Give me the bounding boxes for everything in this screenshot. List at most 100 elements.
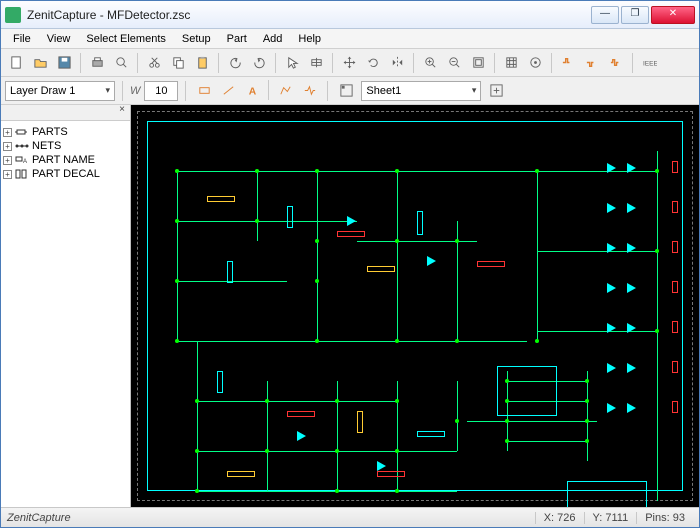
expand-icon[interactable]: + bbox=[3, 170, 12, 179]
parts-icon bbox=[15, 126, 29, 138]
trace bbox=[657, 151, 658, 501]
tree-item-parts[interactable]: + PARTS bbox=[3, 125, 128, 139]
add-part-icon[interactable] bbox=[305, 52, 327, 74]
net-node bbox=[395, 399, 399, 403]
net-node bbox=[655, 249, 659, 253]
trace bbox=[197, 341, 198, 491]
component bbox=[672, 201, 678, 213]
tree-item-nets[interactable]: + NETS bbox=[3, 139, 128, 153]
text-icon[interactable]: A bbox=[241, 80, 263, 102]
rotate-icon[interactable] bbox=[362, 52, 384, 74]
wave2-icon[interactable] bbox=[581, 52, 603, 74]
sheet-new-button[interactable] bbox=[485, 80, 507, 102]
menubar: FileViewSelect ElementsSetupPartAddHelp bbox=[1, 29, 699, 49]
schematic-canvas[interactable] bbox=[131, 105, 699, 507]
menu-view[interactable]: View bbox=[39, 31, 79, 47]
trace bbox=[177, 171, 537, 172]
separator bbox=[413, 53, 414, 73]
menu-select-elements[interactable]: Select Elements bbox=[78, 31, 173, 47]
print-icon[interactable] bbox=[86, 52, 108, 74]
cursor-icon[interactable] bbox=[281, 52, 303, 74]
status-app-name: ZenitCapture bbox=[7, 512, 535, 524]
menu-add[interactable]: Add bbox=[255, 31, 291, 47]
move-icon[interactable] bbox=[338, 52, 360, 74]
close-button[interactable]: ✕ bbox=[651, 6, 695, 24]
net-node bbox=[395, 449, 399, 453]
expand-icon[interactable]: + bbox=[3, 142, 12, 151]
zoom-in-icon[interactable] bbox=[419, 52, 441, 74]
opamp-symbol bbox=[607, 243, 616, 253]
svg-text:IEEE: IEEE bbox=[642, 60, 656, 67]
trace bbox=[457, 381, 458, 451]
status-y: Y: 7111 bbox=[584, 512, 637, 524]
net-node bbox=[265, 449, 269, 453]
menu-setup[interactable]: Setup bbox=[174, 31, 219, 47]
opamp-symbol bbox=[627, 243, 636, 253]
poly2-icon[interactable] bbox=[298, 80, 320, 102]
panel-header: × bbox=[1, 105, 130, 121]
cut-icon[interactable] bbox=[143, 52, 165, 74]
redo-icon[interactable] bbox=[248, 52, 270, 74]
menu-part[interactable]: Part bbox=[219, 31, 255, 47]
expand-icon[interactable]: + bbox=[3, 128, 12, 137]
menu-help[interactable]: Help bbox=[290, 31, 329, 47]
ieee-icon[interactable]: IEEE bbox=[638, 52, 660, 74]
component bbox=[672, 321, 678, 333]
trace bbox=[337, 381, 338, 491]
paste-icon[interactable] bbox=[191, 52, 213, 74]
svg-text:A: A bbox=[23, 159, 27, 165]
width-input[interactable] bbox=[144, 81, 178, 101]
expand-icon[interactable]: + bbox=[3, 156, 12, 165]
schematic-drawing bbox=[137, 111, 693, 501]
maximize-button[interactable]: ❐ bbox=[621, 6, 649, 24]
copy-icon[interactable] bbox=[167, 52, 189, 74]
mirror-icon[interactable] bbox=[386, 52, 408, 74]
net-node bbox=[395, 489, 399, 493]
menu-file[interactable]: File bbox=[5, 31, 39, 47]
tree-label: NETS bbox=[32, 140, 61, 152]
panel-close-button[interactable]: × bbox=[116, 105, 128, 117]
separator bbox=[332, 53, 333, 73]
separator bbox=[122, 81, 123, 101]
net-node bbox=[585, 439, 589, 443]
tree-item-part-name[interactable]: + A PART NAME bbox=[3, 153, 128, 167]
open-icon[interactable] bbox=[29, 52, 51, 74]
rect-icon[interactable] bbox=[193, 80, 215, 102]
wave3-icon[interactable] bbox=[605, 52, 627, 74]
net-node bbox=[315, 339, 319, 343]
trace bbox=[177, 171, 178, 341]
design-tree-panel: × + PARTS+ NETS+ A PART NAME+ PART DECAL bbox=[1, 105, 131, 507]
grid-icon[interactable] bbox=[500, 52, 522, 74]
component bbox=[672, 361, 678, 373]
titlebar: ZenitCapture - MFDetector.zsc — ❐ ✕ bbox=[1, 1, 699, 29]
net-node bbox=[315, 239, 319, 243]
opamp-symbol bbox=[607, 323, 616, 333]
layer-combo[interactable]: Layer Draw 1 bbox=[5, 81, 115, 101]
save-icon[interactable] bbox=[53, 52, 75, 74]
preview-icon[interactable] bbox=[110, 52, 132, 74]
trace bbox=[537, 171, 657, 172]
net-node bbox=[315, 279, 319, 283]
net-node bbox=[585, 399, 589, 403]
sheet-combo[interactable]: Sheet1 bbox=[361, 81, 481, 101]
undo-icon[interactable] bbox=[224, 52, 246, 74]
component bbox=[287, 206, 293, 228]
tree-item-part-decal[interactable]: + PART DECAL bbox=[3, 167, 128, 181]
separator bbox=[327, 81, 328, 101]
net-node bbox=[195, 489, 199, 493]
net-node bbox=[335, 449, 339, 453]
poly1-icon[interactable] bbox=[274, 80, 296, 102]
line-icon[interactable] bbox=[217, 80, 239, 102]
wave1-icon[interactable] bbox=[557, 52, 579, 74]
separator bbox=[494, 53, 495, 73]
separator bbox=[551, 53, 552, 73]
zoom-out-icon[interactable] bbox=[443, 52, 465, 74]
sheet-icon bbox=[335, 80, 357, 102]
minimize-button[interactable]: — bbox=[591, 6, 619, 24]
new-icon[interactable] bbox=[5, 52, 27, 74]
net-node bbox=[395, 339, 399, 343]
snap-icon[interactable] bbox=[524, 52, 546, 74]
trace bbox=[357, 241, 477, 242]
opamp-symbol bbox=[607, 283, 616, 293]
zoom-fit-icon[interactable] bbox=[467, 52, 489, 74]
